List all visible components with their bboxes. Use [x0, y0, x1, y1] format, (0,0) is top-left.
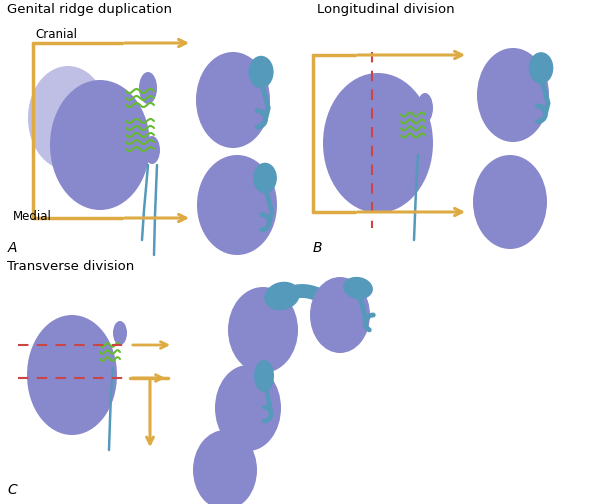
Ellipse shape: [323, 73, 433, 213]
Ellipse shape: [139, 72, 157, 104]
Ellipse shape: [144, 136, 160, 164]
Text: Longitudinal division: Longitudinal division: [317, 3, 455, 16]
Ellipse shape: [310, 277, 370, 353]
Ellipse shape: [254, 360, 274, 392]
Ellipse shape: [264, 282, 300, 310]
Ellipse shape: [50, 80, 150, 210]
Text: A: A: [8, 241, 18, 255]
Ellipse shape: [343, 277, 373, 299]
Ellipse shape: [193, 430, 257, 504]
Ellipse shape: [27, 315, 117, 435]
Ellipse shape: [197, 155, 277, 255]
Text: Medial: Medial: [13, 210, 52, 223]
Text: C: C: [7, 483, 16, 497]
Ellipse shape: [196, 52, 270, 148]
Ellipse shape: [249, 56, 274, 88]
Ellipse shape: [28, 66, 108, 170]
Ellipse shape: [228, 287, 298, 373]
Text: Cranial: Cranial: [35, 28, 77, 41]
Ellipse shape: [477, 48, 549, 142]
Text: Genital ridge duplication: Genital ridge duplication: [7, 3, 172, 16]
Ellipse shape: [215, 365, 281, 451]
Ellipse shape: [417, 93, 433, 123]
Ellipse shape: [529, 52, 554, 84]
Ellipse shape: [473, 155, 547, 249]
Text: Transverse division: Transverse division: [7, 260, 134, 273]
Ellipse shape: [253, 163, 277, 194]
Ellipse shape: [113, 321, 127, 345]
Text: B: B: [313, 241, 323, 255]
